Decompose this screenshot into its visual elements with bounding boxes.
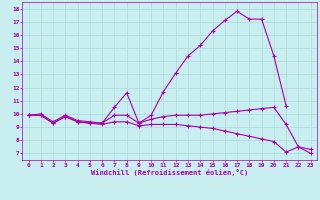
X-axis label: Windchill (Refroidissement éolien,°C): Windchill (Refroidissement éolien,°C): [91, 169, 248, 176]
